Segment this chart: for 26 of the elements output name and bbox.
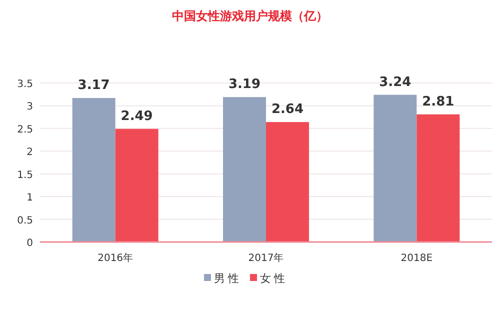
bar xyxy=(115,128,158,242)
y-tick-label: 1 xyxy=(26,192,33,204)
data-label: 3.19 xyxy=(228,77,261,92)
data-label: 2.49 xyxy=(120,108,153,124)
y-tick-label: 0 xyxy=(26,238,33,249)
y-tick-label: 1.5 xyxy=(17,170,33,181)
bar xyxy=(266,122,309,242)
bar xyxy=(223,97,266,242)
bar xyxy=(374,94,417,242)
chart-title: 中国女性游戏用户规模（亿） xyxy=(172,9,328,23)
legend-label: 男性 xyxy=(214,272,242,285)
y-tick-label: 3 xyxy=(26,102,33,113)
legend-label: 女性 xyxy=(260,272,288,285)
y-tick-label: 0.5 xyxy=(17,215,33,226)
y-tick-label: 3.5 xyxy=(17,79,33,90)
data-label: 3.24 xyxy=(379,74,412,90)
data-label: 2.64 xyxy=(271,102,304,118)
data-label: 3.17 xyxy=(78,78,110,93)
bar xyxy=(416,114,460,242)
bar xyxy=(72,98,116,242)
y-tick-label: 2 xyxy=(26,147,33,158)
y-tick-label: 2.5 xyxy=(17,124,33,136)
x-tick-label: 2016年 xyxy=(98,252,134,264)
x-tick-label: 2018E xyxy=(400,253,433,264)
x-tick-label: 2017年 xyxy=(248,252,284,264)
data-label: 2.81 xyxy=(422,94,454,110)
